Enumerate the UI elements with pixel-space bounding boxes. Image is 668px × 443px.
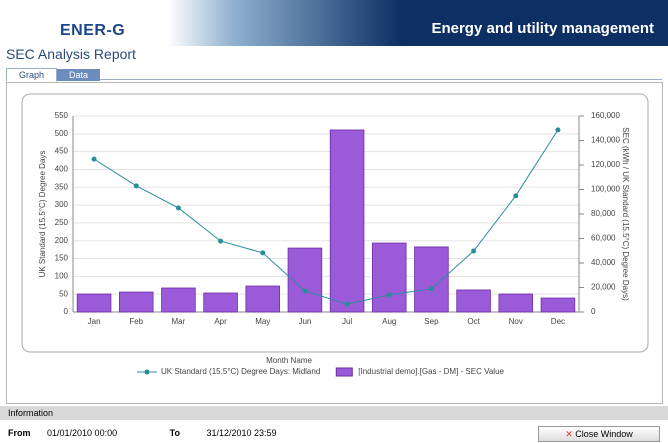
y-tick-label: 450 [55,147,69,156]
line-point [386,292,392,298]
x-tick-label: Sep [424,317,439,326]
to-date: 31/12/2010 23:59 [206,428,277,438]
line-point [91,156,97,162]
legend-marker [144,369,150,375]
line-point [471,248,477,254]
from-label: From [8,428,31,438]
y2-tick-label: 40,000 [591,258,616,267]
line-point [428,286,434,292]
legend-swatch [335,367,353,377]
tab[interactable]: Data [57,69,101,81]
tab-bar: Graph Data [6,65,662,82]
line-point [555,127,561,133]
bar [540,297,576,313]
x-tick-label: Aug [382,317,396,326]
x-axis-title: Month Name [266,356,312,365]
x-tick-label: Dec [551,317,565,326]
chart: Month Name UK Standard (15.5°C) Degree D… [21,93,649,377]
y-tick-label: 400 [55,165,69,174]
line-point [133,183,139,189]
line [93,129,559,305]
bar [287,247,323,313]
line-point [218,238,224,244]
y2-tick-label: 120,000 [591,160,620,169]
bar [203,292,238,313]
x-tick-label: Feb [129,317,143,326]
x-tick-label: Oct [467,317,480,326]
line-point [302,288,308,294]
x-tick-label: Mar [172,317,186,326]
bar [161,287,196,313]
y-tick-label: 100 [55,271,69,280]
close-label: Close Window [575,429,633,439]
y2-tick-label: 80,000 [591,209,616,218]
x-tick-label: Jul [342,317,352,326]
from-date: 01/01/2010 00:00 [47,428,118,438]
y-tick-label: 550 [55,111,69,120]
y2-tick-label: 60,000 [591,234,616,243]
y2-tick-label: 20,000 [591,283,616,292]
bar [371,242,407,313]
y-axis-title: UK Standard (15.5°C) Degree Days [38,151,47,278]
y-tick-label: 300 [55,200,69,209]
x-tick-label: Nov [509,317,523,326]
legend-label: UK Standard (15.5°C) Degree Days: Midlan… [161,367,320,376]
line-point [344,301,350,307]
line-point [175,205,181,211]
line-point [513,193,519,199]
bar [329,129,365,313]
bar [414,246,449,313]
y-tick-label: 250 [55,218,69,227]
report-title: SEC Analysis Report [6,46,136,62]
y2-tick-label: 140,000 [591,136,620,145]
x-tick-label: Jan [88,317,101,326]
x-tick-label: Apr [214,317,227,326]
y-tick-label: 50 [59,289,68,298]
bar [76,293,112,313]
to-label: To [169,428,180,438]
y-tick-label: 0 [64,307,69,316]
date-range: From 01/01/2010 00:00 To 31/12/2010 23:5… [0,424,668,443]
x-tick-label: May [255,317,270,326]
bar [118,291,154,313]
info-bar: Information [0,406,668,420]
y2-tick-label: 100,000 [591,185,620,194]
y-tick-label: 500 [55,129,69,138]
y2-tick-label: 0 [591,307,596,316]
y-tick-label: 200 [55,236,69,245]
legend-label: [Industrial demo].[Gas - DM] - SEC Value [358,367,504,376]
x-tick-label: Jun [298,317,311,326]
line-point [260,250,266,256]
header-bar: ENER-G Energy and utility management [0,0,668,46]
tagline: Energy and utility management [431,20,654,37]
info-label: Information [8,408,54,418]
logo: ENER-G [60,22,126,39]
tab[interactable]: Graph [6,68,58,82]
close-button[interactable]: ✕ Close Window [538,426,660,442]
bar [245,285,281,313]
y2-axis-title: SEC (kWh / UK Standard (15.5°C) Degree D… [621,127,630,301]
y-tick-label: 150 [55,254,69,263]
bar [456,289,491,313]
y-tick-label: 350 [55,182,69,191]
y2-tick-label: 160,000 [591,111,620,120]
graph-panel: Month Name UK Standard (15.5°C) Degree D… [6,82,663,404]
bar [498,293,534,313]
